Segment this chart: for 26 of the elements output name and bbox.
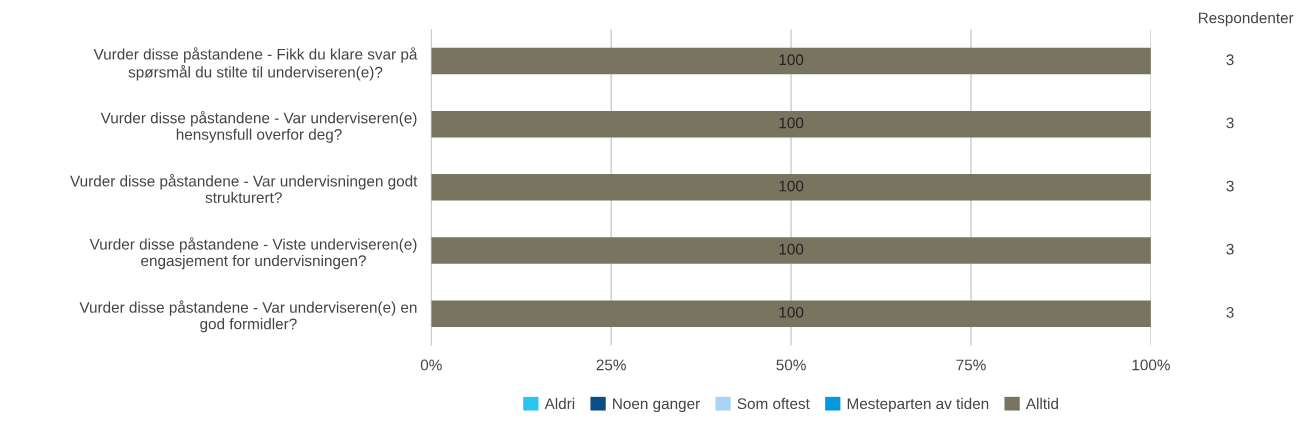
y-tick-label: Vurder disse påstandene - Viste underviseren(e) engasjement for undervisningen? bbox=[89, 237, 417, 270]
data-label: 100 bbox=[779, 54, 804, 66]
data-label: 100 bbox=[779, 180, 804, 192]
text: 3 bbox=[1226, 117, 1234, 129]
legend-label: Noen ganger bbox=[613, 398, 700, 413]
y-tick-label: Vurder disse påstandene - Var undervisningen godt strukturert? bbox=[70, 174, 418, 203]
legend-label: Alltid bbox=[1025, 397, 1058, 410]
text: 3 bbox=[1226, 54, 1234, 66]
data-label: 100 bbox=[779, 243, 804, 255]
legend-label: Mesteparten av tiden bbox=[847, 397, 989, 413]
y-tick-label: Vurder disse påstandene - Fikk du klare svar på spørsmål du stilte til underviseren(e)? bbox=[93, 47, 418, 81]
y2-axis-title: Respondenter bbox=[1198, 12, 1294, 27]
text: 3 bbox=[1226, 243, 1234, 255]
x-tick-label: 0% bbox=[420, 359, 442, 371]
y-tick-label: Vurder disse påstandene - Var underviseren(e) hensynsfull overfor deg? bbox=[100, 110, 417, 143]
x-tick-label: 50% bbox=[776, 359, 806, 371]
legend-label: Som oftest bbox=[737, 397, 810, 410]
x-tick-label: 25% bbox=[596, 359, 626, 371]
data-label: 100 bbox=[779, 117, 804, 129]
data-label: 100 bbox=[779, 306, 804, 318]
x-tick-label: 75% bbox=[956, 359, 986, 371]
legend-label: Aldri bbox=[544, 397, 575, 410]
text: 3 bbox=[1226, 306, 1234, 318]
y-tick-label: Vurder disse påstandene - Var underviseren(e) en god formidler? bbox=[79, 300, 417, 333]
x-tick-label: 100% bbox=[1132, 359, 1170, 371]
text: 3 bbox=[1226, 180, 1234, 192]
